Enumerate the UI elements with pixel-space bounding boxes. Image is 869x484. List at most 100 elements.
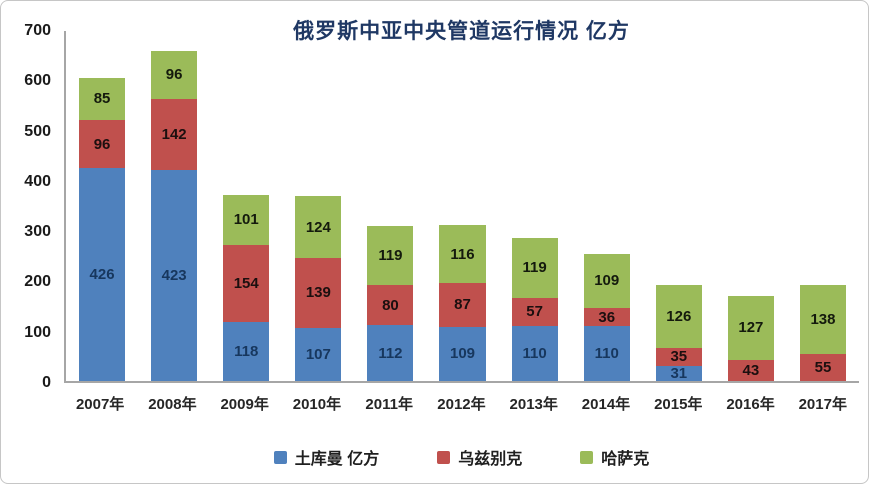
bar-value-label: 426: [89, 266, 115, 283]
bar-value-label: 110: [522, 345, 547, 362]
bar-segment: 118: [223, 322, 270, 381]
x-axis-labels: 2007年 2008年 2009年 2010年 2011年 2012年 2013年 2014年…: [64, 393, 859, 414]
y-axis-tick-label: 200: [24, 273, 51, 291]
legend-label: 乌兹别克: [458, 451, 523, 468]
bar-value-label: 119: [378, 246, 403, 264]
bar-slot-2015年: 31 35 126: [643, 31, 715, 381]
bar-segment: 101: [223, 194, 270, 245]
bar-slot-2011年: 112 80 119: [354, 31, 426, 381]
stacked-bar-2009年: 118 154 101: [223, 31, 270, 381]
y-axis-tick-label: 700: [24, 22, 51, 39]
bar-slot-2016年: 43 127: [715, 31, 787, 381]
bar-segment: 426: [78, 168, 126, 381]
x-axis-label: 2012年: [437, 396, 486, 413]
bar-value-label: 126: [666, 308, 692, 326]
x-axis-label: 2013年: [509, 396, 558, 413]
stacked-bar-2011年: 112 80 119: [367, 31, 414, 381]
legend-item: 乌兹别克: [437, 445, 522, 469]
x-axis-label: 2009年: [220, 396, 269, 413]
bar-value-label: 96: [93, 135, 111, 153]
bar-segment: 43: [727, 359, 774, 381]
bar-segment: 119: [367, 225, 414, 285]
bar-segment: 127: [727, 296, 774, 360]
bar-value-label: 112: [378, 344, 403, 362]
bar-segment: 110: [583, 326, 630, 381]
bar-value-label: 107: [305, 345, 331, 363]
legend-label: 土库曼 亿方: [294, 451, 380, 468]
x-axis-label: 2016年: [726, 396, 775, 413]
bar-value-label: 96: [165, 66, 183, 83]
stacked-bar-2016年: 43 127: [727, 31, 774, 381]
bar-segment: 87: [439, 283, 486, 327]
bar-value-label: 85: [93, 90, 111, 108]
bar-segment: 85: [78, 77, 126, 120]
bar-segment: 31: [655, 364, 702, 382]
y-axis-tick-label: 400: [24, 172, 51, 190]
bar-segment: 138: [799, 284, 847, 354]
bar-segment: 57: [511, 297, 558, 326]
y-axis-tick-label: 300: [24, 223, 51, 241]
bar-slot-2013年: 110 57 119: [499, 31, 571, 381]
bar-value-label: 154: [233, 275, 259, 292]
legend-label: 哈萨克: [601, 451, 650, 468]
bar-segment: 96: [78, 120, 126, 168]
bar-value-label: 138: [810, 310, 836, 328]
stacked-bar-2013年: 110 57 119: [511, 31, 558, 381]
bar-segment: 55: [799, 353, 847, 381]
stacked-bar-2007年: 426 96 85: [78, 31, 126, 381]
bar-slot-2012年: 109 87 116: [426, 31, 498, 381]
bar-segment: 80: [367, 285, 414, 325]
bar-slot-2007年: 426 96 85: [66, 31, 138, 381]
bar-value-label: 116: [450, 245, 475, 263]
legend-swatch-icon: [580, 450, 594, 464]
y-axis-tick-label: 0: [42, 374, 51, 391]
bar-value-label: 36: [598, 308, 616, 326]
bar-segment: 142: [151, 98, 198, 170]
bar-segment: 96: [151, 50, 198, 99]
bar-segment: 112: [367, 325, 414, 381]
bar-value-label: 124: [305, 218, 331, 236]
bar-value-label: 31: [670, 364, 688, 382]
bar-segment: 124: [295, 196, 342, 258]
stacked-bar-2015年: 31 35 126: [655, 31, 702, 382]
bar-value-label: 118: [234, 343, 259, 360]
bar-segment: 154: [223, 245, 270, 322]
bar-segment: 107: [295, 327, 342, 381]
x-axis-label: 2017年: [798, 396, 847, 413]
bar-segment: 423: [151, 169, 198, 381]
bar-value-label: 109: [450, 345, 476, 363]
bar-value-label: 55: [814, 358, 832, 376]
stacked-bar-2017年: 55 138: [799, 31, 847, 381]
stacked-bar-2008年: 423 142 96: [151, 31, 198, 381]
legend-item: 哈萨克: [580, 445, 649, 469]
bar-segment: 36: [583, 308, 630, 326]
bar-segment: 109: [439, 326, 486, 381]
bar-value-label: 87: [454, 296, 471, 314]
bar-slot-2014年: 110 36 109: [571, 31, 643, 381]
legend-swatch-icon: [437, 450, 451, 464]
x-axis-label: 2015年: [654, 396, 703, 413]
stacked-bar-2014年: 110 36 109: [583, 31, 630, 381]
bar-value-label: 80: [382, 296, 399, 314]
legend: 土库曼 亿方 乌兹别克 哈萨克: [64, 445, 859, 469]
bar-segment: 119: [511, 238, 558, 298]
bar-value-label: 142: [161, 125, 187, 143]
x-axis-label: 2010年: [292, 396, 342, 413]
y-axis-tick-label: 100: [24, 323, 51, 341]
chart-title: 俄罗斯中亚中央管道运行情况 亿方: [293, 20, 630, 43]
bar-value-label: 110: [594, 345, 619, 362]
bar-value-label: 109: [594, 272, 620, 290]
bar-value-label: 57: [526, 303, 543, 321]
bar-slot-2008年: 423 142 96: [138, 31, 210, 381]
bar-segment: 126: [655, 285, 702, 349]
x-axis-label: 2007年: [75, 396, 125, 413]
bar-value-label: 119: [522, 259, 547, 277]
stacked-bar-2012年: 109 87 116: [439, 31, 486, 381]
bar-value-label: 35: [670, 348, 688, 366]
y-axis-tick-label: 600: [24, 72, 51, 90]
bar-value-label: 139: [305, 284, 331, 302]
legend-swatch-icon: [273, 450, 287, 464]
bar-value-label: 43: [742, 361, 760, 379]
bar-slot-2009年: 118 154 101: [210, 31, 282, 381]
